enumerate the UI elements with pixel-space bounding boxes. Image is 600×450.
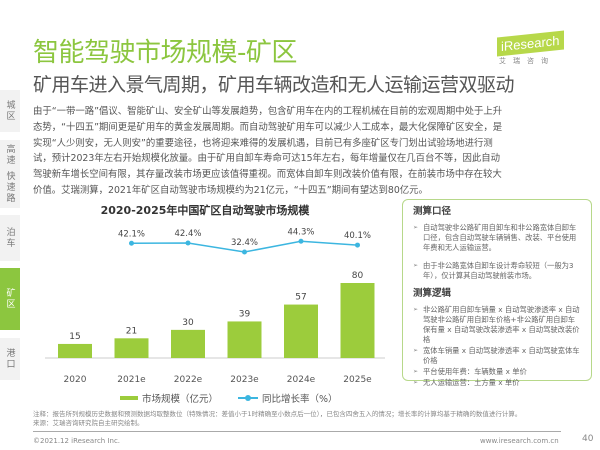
growth-label: 32.4% bbox=[231, 238, 258, 248]
bar bbox=[171, 329, 205, 358]
footnote: 注释：报告所列规模历史数据和预测数据均取整数位（特殊情况：差值小于1时精确至小数… bbox=[33, 410, 593, 428]
growth-label: 42.1% bbox=[118, 229, 145, 239]
page-title: 智能驾驶市场规模-矿区 bbox=[33, 38, 297, 68]
box-heading-scope: 测算口径 bbox=[413, 206, 452, 217]
growth-point bbox=[355, 242, 360, 248]
bar bbox=[284, 304, 318, 358]
bar bbox=[227, 321, 262, 358]
growth-label: 40.1% bbox=[344, 231, 371, 241]
sidebar-item-port[interactable]: 港口 bbox=[0, 338, 20, 380]
logo-sub: 艾瑞咨询 bbox=[499, 57, 555, 65]
body-text: 由于“一带一路”倡议、智能矿山、安全矿山等发展趋势，包含矿用车在内的工程机械在目… bbox=[33, 106, 503, 196]
footer-divider bbox=[33, 431, 561, 432]
legend-line-swatch bbox=[238, 395, 259, 401]
chart-legend: 市场规模（亿元） 同比增长率（%） bbox=[120, 391, 338, 405]
growth-point bbox=[185, 240, 191, 246]
box-heading-logic: 测算逻辑 bbox=[413, 288, 452, 299]
logic-item: 非公路矿用自卸车销量 x 自动驾驶渗透率 x 自动驾驶非公路矿用自卸车价格+非公… bbox=[413, 305, 581, 345]
iresearch-logo: iResearch 艾瑞咨询 bbox=[497, 30, 595, 66]
legend-line: 同比增长率（%） bbox=[238, 391, 338, 405]
scope-item: 自动驾驶非公路矿用自卸车和非公路宽体自卸车口径，包含自动驾驶车辆销售、改装、平台… bbox=[413, 223, 581, 253]
bar-value-label: 39 bbox=[239, 309, 251, 319]
legend-bar-swatch bbox=[120, 396, 138, 400]
x-tick-label: 2023e bbox=[230, 375, 259, 385]
growth-point bbox=[242, 249, 247, 255]
bar bbox=[58, 343, 92, 358]
bar-value-label: 15 bbox=[69, 332, 80, 342]
bar-value-label: 80 bbox=[352, 271, 364, 281]
bar bbox=[340, 283, 375, 358]
legend-bar-label: 市场规模（亿元） bbox=[142, 394, 219, 405]
bar-value-label: 57 bbox=[295, 293, 306, 303]
growth-point bbox=[298, 238, 304, 244]
growth-label: 44.3% bbox=[287, 227, 314, 237]
sidebar-item-parking[interactable]: 泊车 bbox=[0, 215, 20, 261]
x-tick-label: 2025e bbox=[343, 375, 372, 385]
sidebar-item-urban[interactable]: 城区 bbox=[0, 90, 20, 132]
scope-item: 由于非公路宽体自卸车设计寿命较短（一般为3年），仅计算其自动驾驶前装市场。 bbox=[413, 261, 581, 281]
logic-item: 平台使用年费：车辆数量 x 单价 bbox=[413, 367, 581, 377]
sidebar-item-highway[interactable]: 高速 快速路 bbox=[0, 140, 20, 208]
page-subtitle: 矿用车进入景气周期，矿用车辆改造和无人运输运营双驱动 bbox=[33, 74, 515, 96]
x-tick-label: 2020 bbox=[64, 375, 87, 385]
legend-line-label: 同比增长率（%） bbox=[262, 394, 338, 405]
page-number: 40 bbox=[582, 434, 594, 444]
copyright: ©2021.12 iResearch Inc. bbox=[33, 437, 121, 445]
bar bbox=[114, 338, 149, 358]
methodology-box: 测算口径 自动驾驶非公路矿用自卸车和非公路宽体自卸车口径，包含自动驾驶车辆销售、… bbox=[402, 199, 592, 388]
legend-bar: 市场规模（亿元） bbox=[120, 391, 218, 405]
x-tick-label: 2021e bbox=[117, 375, 146, 385]
source-text: 来源：艾瑞咨询研究院自主研究绘制。 bbox=[33, 419, 144, 427]
sidebar-item-mining[interactable]: 矿区 bbox=[0, 268, 20, 330]
chart-title: 2020-2025年中国矿区自动驾驶市场规模 bbox=[100, 204, 310, 217]
website-url: www.iresearch.com.cn bbox=[480, 437, 559, 445]
bar-value-label: 21 bbox=[126, 326, 137, 336]
bar-value-label: 30 bbox=[182, 318, 194, 328]
logic-item: 无人运输运营：土方量 x 单价 bbox=[413, 378, 581, 388]
note-text: 注释：报告所列规模历史数据和预测数据均取整数位（特殊情况：差值小于1时精确至小数… bbox=[33, 410, 522, 418]
growth-point bbox=[129, 240, 134, 246]
x-tick-label: 2022e bbox=[174, 375, 203, 385]
growth-label: 42.4% bbox=[174, 229, 201, 239]
x-tick-label: 2024e bbox=[287, 375, 316, 385]
logic-item: 宽体车销量 x 自动驾驶渗透率 x 自动驾驶宽体车价格 bbox=[413, 346, 581, 366]
